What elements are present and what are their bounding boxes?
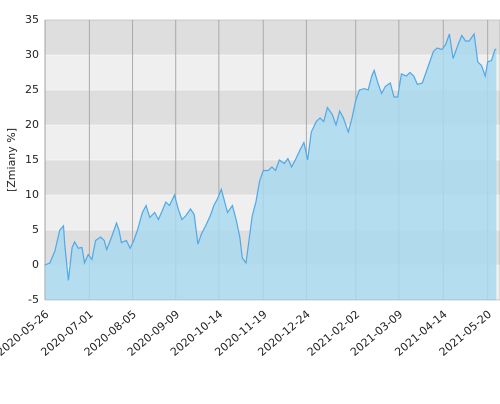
y-tick-label: 35 [25, 13, 39, 26]
y-tick-label: 25 [25, 83, 39, 96]
y-tick-label: 0 [32, 258, 39, 271]
y-tick-label: 15 [25, 153, 39, 166]
y-tick-label: 10 [25, 188, 39, 201]
line [44, 32, 497, 281]
y-tick-label: 20 [25, 118, 39, 131]
plot-border [44, 19, 500, 301]
y-axis-label: [Zmiany %] [5, 128, 18, 192]
y-tick-label: 30 [25, 48, 39, 61]
grid-band [45, 20, 500, 55]
y-tick-label: 5 [32, 223, 39, 236]
y-tick-label: -5 [28, 293, 39, 306]
area [45, 34, 497, 300]
